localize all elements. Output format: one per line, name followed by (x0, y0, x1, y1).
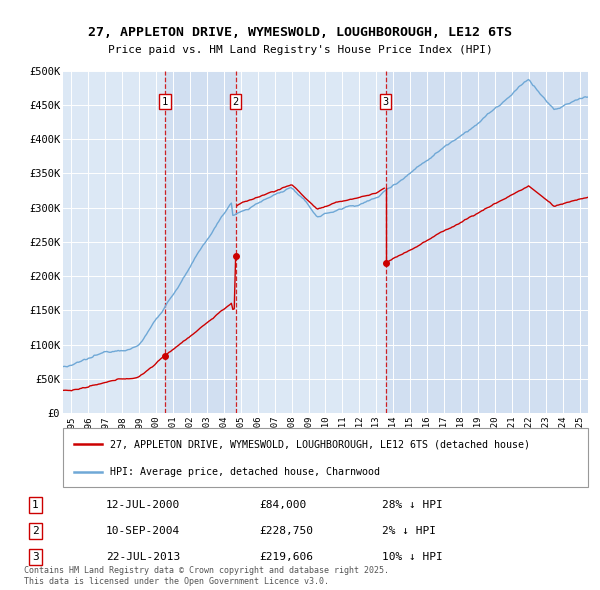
Text: 10-SEP-2004: 10-SEP-2004 (106, 526, 181, 536)
Text: £84,000: £84,000 (259, 500, 306, 510)
Text: £219,606: £219,606 (259, 552, 313, 562)
Text: 2% ↓ HPI: 2% ↓ HPI (382, 526, 436, 536)
Text: 3: 3 (32, 552, 39, 562)
Text: 28% ↓ HPI: 28% ↓ HPI (382, 500, 443, 510)
Bar (236, 71, 386, 413)
Text: 2: 2 (32, 526, 39, 536)
Text: 27, APPLETON DRIVE, WYMESWOLD, LOUGHBOROUGH, LE12 6TS: 27, APPLETON DRIVE, WYMESWOLD, LOUGHBORO… (88, 26, 512, 39)
Text: 10% ↓ HPI: 10% ↓ HPI (382, 552, 443, 562)
Text: HPI: Average price, detached house, Charnwood: HPI: Average price, detached house, Char… (110, 467, 380, 477)
Text: 27, APPLETON DRIVE, WYMESWOLD, LOUGHBOROUGH, LE12 6TS (detached house): 27, APPLETON DRIVE, WYMESWOLD, LOUGHBORO… (110, 440, 530, 449)
FancyBboxPatch shape (63, 428, 588, 487)
Text: 12-JUL-2000: 12-JUL-2000 (106, 500, 181, 510)
Text: 3: 3 (382, 97, 389, 107)
Bar (63, 71, 165, 413)
Text: 2: 2 (233, 97, 239, 107)
Text: 1: 1 (162, 97, 168, 107)
Bar (165, 71, 236, 413)
Text: 22-JUL-2013: 22-JUL-2013 (106, 552, 181, 562)
Text: 1: 1 (32, 500, 39, 510)
Bar (386, 71, 588, 413)
Text: Price paid vs. HM Land Registry's House Price Index (HPI): Price paid vs. HM Land Registry's House … (107, 45, 493, 55)
Text: Contains HM Land Registry data © Crown copyright and database right 2025.
This d: Contains HM Land Registry data © Crown c… (24, 566, 389, 586)
Text: £228,750: £228,750 (259, 526, 313, 536)
